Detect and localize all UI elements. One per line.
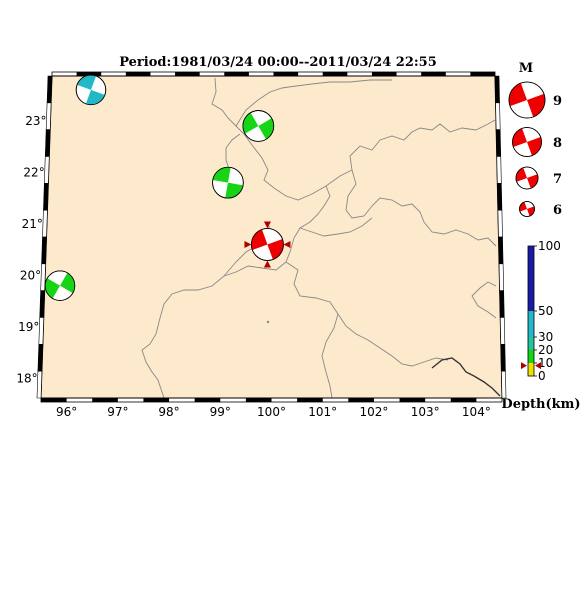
pressure-arrow bbox=[244, 240, 252, 248]
depth-marker bbox=[535, 362, 541, 370]
lake-dot bbox=[266, 320, 270, 324]
depth-tick-label: 20 bbox=[538, 343, 553, 357]
depth-tick-label: 0 bbox=[538, 369, 546, 383]
magnitude-legend-item: 8 bbox=[512, 127, 562, 157]
latitude-labels: 18° 19° 20° 21° 22° 23° bbox=[16, 114, 46, 386]
lon-tick-label: 102° bbox=[359, 405, 388, 419]
lon-tick-label: 100° bbox=[257, 405, 286, 419]
lat-tick-label: 22° bbox=[23, 165, 44, 179]
coastline bbox=[431, 357, 501, 397]
lon-tick-label: 98° bbox=[158, 405, 179, 419]
depth-band bbox=[528, 350, 534, 363]
depth-tick-label: 100 bbox=[538, 239, 561, 253]
lat-tick-label: 21° bbox=[22, 217, 43, 231]
focal-mechanism[interactable] bbox=[251, 228, 284, 261]
pressure-arrow bbox=[283, 240, 291, 248]
focal-mechanism[interactable] bbox=[75, 74, 107, 106]
frame-checker bbox=[36, 71, 507, 403]
focal-mechanism[interactable] bbox=[44, 270, 76, 301]
lon-tick-label: 101° bbox=[308, 405, 337, 419]
lat-tick-label: 18° bbox=[16, 371, 37, 385]
lon-tick-label: 97° bbox=[107, 405, 128, 419]
depth-marker bbox=[521, 362, 527, 370]
depth-legend-title: Depth(km) bbox=[501, 397, 580, 412]
lon-tick-label: 104° bbox=[462, 405, 491, 419]
focal-mechanism[interactable] bbox=[242, 110, 275, 142]
depth-band bbox=[528, 311, 534, 350]
map-title: Period:1981/03/24 00:00--2011/03/24 22:5… bbox=[119, 55, 437, 70]
magnitude-legend-label: 8 bbox=[553, 136, 562, 151]
lat-tick-label: 20° bbox=[20, 268, 41, 282]
depth-tick-label: 30 bbox=[538, 330, 553, 344]
lon-tick-label: 103° bbox=[411, 405, 440, 419]
depth-tick-label: 10 bbox=[538, 356, 553, 370]
pressure-arrow bbox=[263, 260, 271, 268]
lon-tick-label: 96° bbox=[56, 405, 77, 419]
magnitude-legend-item: 9 bbox=[508, 81, 562, 119]
lat-tick-label: 19° bbox=[18, 320, 39, 334]
depth-tick-label: 50 bbox=[538, 304, 553, 318]
magnitude-legend-label: 7 bbox=[553, 172, 562, 187]
longitude-labels: 96° 97° 98° 99° 100° 101° 102° 103° 104° bbox=[56, 405, 491, 419]
magnitude-legend-item: 7 bbox=[515, 166, 562, 190]
lon-tick-label: 99° bbox=[210, 405, 231, 419]
border-lines bbox=[141, 77, 497, 399]
magnitude-legend-title: M bbox=[519, 61, 533, 76]
magnitude-legend-label: 9 bbox=[553, 94, 562, 109]
focal-mechanisms bbox=[44, 74, 284, 301]
magnitude-legend-item: 6 bbox=[519, 201, 562, 218]
stress-arrows bbox=[244, 221, 291, 268]
pressure-arrow bbox=[263, 221, 271, 229]
depth-band bbox=[528, 363, 534, 376]
magnitude-legend: M 9 8 7 6 bbox=[508, 61, 562, 218]
depth-band bbox=[528, 246, 534, 311]
magnitude-legend-label: 6 bbox=[553, 203, 562, 218]
focal-mechanism[interactable] bbox=[212, 166, 244, 199]
lat-tick-label: 23° bbox=[25, 114, 46, 128]
